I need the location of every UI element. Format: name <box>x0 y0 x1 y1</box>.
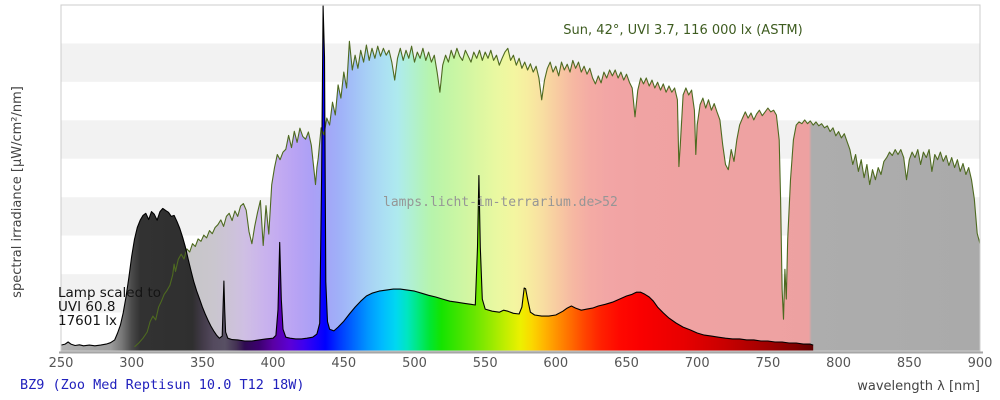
sun-reference-label: Sun, 42°, UVI 3.7, 116 000 lx (ASTM) <box>563 23 802 38</box>
x-tick-label: 900 <box>968 356 993 371</box>
lamp-scale-annotation-line: UVI 60.8 <box>58 299 115 315</box>
sun-spectrum-area <box>134 41 980 352</box>
lamp-name-label: BZ9 (Zoo Med Reptisun 10.0 T12 18W) <box>20 377 304 393</box>
grid-band <box>61 5 980 44</box>
x-tick-label: 800 <box>826 356 851 371</box>
x-tick-label: 850 <box>897 356 922 371</box>
x-tick-label: 550 <box>473 356 498 371</box>
y-axis-title: spectral irradiance [µW/cm²/nm] <box>10 86 25 298</box>
x-tick-label: 650 <box>614 356 639 371</box>
lamp-scale-annotation-line: 17601 lx <box>58 313 117 329</box>
x-tick-label: 250 <box>49 356 74 371</box>
lamp-spectrum-area <box>61 6 814 351</box>
x-tick-label: 400 <box>261 356 286 371</box>
watermark-text: lamps.licht-im-terrarium.de>52 <box>383 195 618 210</box>
x-tick-label: 600 <box>543 356 568 371</box>
lamp-scale-annotation-line: Lamp scaled to <box>58 285 161 301</box>
lamp-spectrum-line <box>60 5 814 347</box>
x-tick-label: 750 <box>755 356 780 371</box>
sun-spectrum-line <box>134 40 981 348</box>
x-tick-label: 450 <box>331 356 356 371</box>
x-tick-label: 700 <box>685 356 710 371</box>
x-tick-label: 500 <box>402 356 427 371</box>
x-axis-title: wavelength λ [nm] <box>857 379 980 394</box>
x-tick-label: 300 <box>119 356 144 371</box>
plot-frame <box>60 4 981 352</box>
x-tick-label: 350 <box>190 356 215 371</box>
